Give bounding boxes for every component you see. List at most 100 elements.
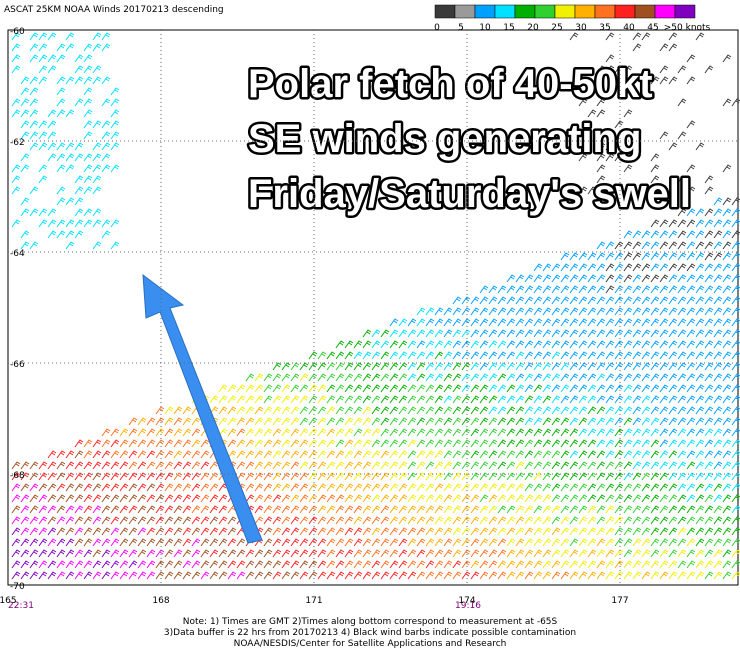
wind-barb [137,417,147,426]
wind-barb [623,461,633,470]
wind-barb [443,318,453,327]
wind-barb [146,527,156,536]
wind-barb [398,439,408,448]
wind-barb [263,505,273,514]
wind-barb [353,516,363,525]
wind-barb [596,538,606,547]
wind-barb [74,197,84,206]
wind-barb [641,417,651,426]
wind-barb [686,76,696,85]
wind-barb [533,461,543,470]
wind-barb [218,417,228,426]
wind-barb [200,516,210,525]
wind-barb [83,109,93,118]
wind-barb [218,527,228,536]
wind-barb [20,494,30,503]
wind-barb [299,483,309,492]
wind-barb [578,263,588,272]
wind-barb [164,571,174,580]
wind-barb [551,560,561,569]
wind-barb [65,538,75,547]
wind-barb [596,142,606,151]
wind-barb [425,395,435,404]
wind-barb [443,384,453,393]
wind-barb [47,450,57,459]
wind-barb [335,340,345,349]
wind-barb [371,417,381,426]
wind-barb [650,274,660,283]
wind-barb [695,329,705,338]
wind-barb [47,120,57,129]
wind-barb [353,494,363,503]
wind-barb [20,461,30,470]
wind-barb [119,560,129,569]
wind-barb [578,538,588,547]
wind-barb [722,263,732,272]
wind-barb [605,340,615,349]
wind-barb [659,219,669,228]
wind-barb [677,428,687,437]
wind-barb [110,109,120,118]
wind-barb [623,263,633,272]
wind-barb [704,230,714,239]
wind-barb [632,230,642,239]
wind-barb [623,296,633,305]
wind-barb [668,406,678,415]
wind-barb [389,483,399,492]
wind-barb [731,538,740,547]
wind-barb [452,329,462,338]
wind-barb [398,395,408,404]
wind-barb [632,516,642,525]
wind-barb [47,461,57,470]
wind-barb [560,505,570,514]
wind-barb [542,373,552,382]
wind-barb [686,461,696,470]
wind-barb [587,549,597,558]
wind-barb [542,307,552,316]
wind-barb [380,461,390,470]
wind-barb [650,505,660,514]
wind-barb [587,571,597,580]
wind-barb [632,395,642,404]
wind-barb [650,175,660,184]
wind-barb [137,560,147,569]
wind-barb [56,571,66,580]
wind-barb [452,373,462,382]
wind-barb [704,384,714,393]
wind-barb [587,538,597,547]
wind-barb [578,461,588,470]
wind-barb [317,384,327,393]
wind-barb [677,318,687,327]
wind-barb [416,494,426,503]
wind-barb [83,494,93,503]
wind-barb [191,417,201,426]
wind-barb [713,483,723,492]
wind-barb [245,406,255,415]
wind-barb [407,483,417,492]
wind-barb [290,549,300,558]
wind-barb [56,560,66,569]
wind-barb [200,571,210,580]
wind-barb [551,384,561,393]
wind-barb [299,428,309,437]
wind-barb [227,538,237,547]
wind-barb [443,560,453,569]
wind-barb [434,373,444,382]
map-frame [7,29,739,586]
wind-barb [164,516,174,525]
wind-barb [101,428,111,437]
wind-barb [101,571,111,580]
wind-barb [434,395,444,404]
wind-barb [713,219,723,228]
wind-barb [65,76,75,85]
wind-barb [371,538,381,547]
wind-barb [272,417,282,426]
wind-barb [443,417,453,426]
lon-label: 168 [152,596,169,606]
wind-barb [38,505,48,514]
wind-barb [560,560,570,569]
wind-barb [650,428,660,437]
wind-barb [20,241,30,250]
wind-barb [434,472,444,481]
wind-barb [659,516,669,525]
